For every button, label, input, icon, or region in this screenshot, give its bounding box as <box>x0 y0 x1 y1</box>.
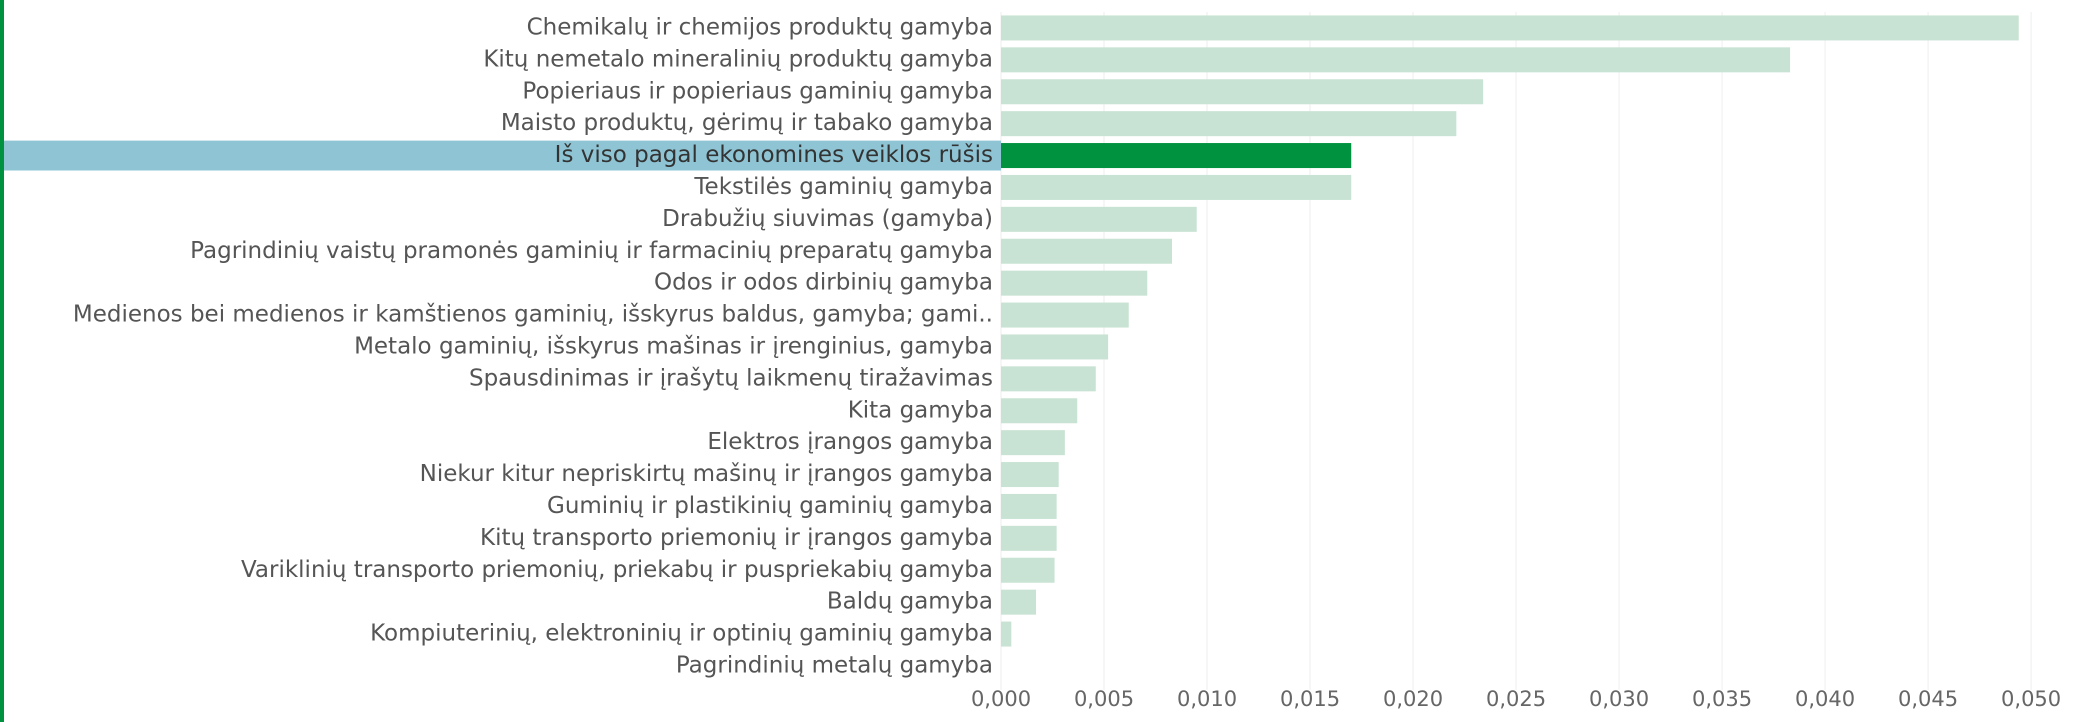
bar <box>1001 47 1791 73</box>
bar <box>1001 270 1148 296</box>
bar <box>1001 334 1109 360</box>
x-tick-label: 0,025 <box>1486 687 1546 711</box>
bar <box>1001 557 1055 583</box>
x-tick-label: 0,020 <box>1383 687 1443 711</box>
bar <box>1001 15 2019 41</box>
y-tick-label: Pagrindinių metalų gamyba <box>676 652 993 678</box>
bar <box>1001 398 1078 424</box>
bar <box>1001 589 1037 615</box>
x-tick-label: 0,035 <box>1692 687 1752 711</box>
bar <box>1001 238 1172 264</box>
x-tick-label: 0,005 <box>1074 687 1134 711</box>
y-tick-label: Baldų gamyba <box>827 589 993 615</box>
y-tick-label: Odos ir odos dirbinių gamyba <box>654 270 993 296</box>
bar <box>1001 430 1065 456</box>
x-tick-label: 0,050 <box>2001 687 2061 711</box>
left-border <box>0 0 4 722</box>
y-tick-label: Variklinių transporto priemonių, priekab… <box>241 557 993 583</box>
y-tick-label: Pagrindinių vaistų pramonės gaminių ir f… <box>190 238 993 264</box>
bar <box>1001 206 1197 232</box>
y-tick-label: Elektros įrangos gamyba <box>707 429 993 455</box>
bar <box>1001 462 1059 488</box>
x-tick-label: 0,010 <box>1177 687 1237 711</box>
x-tick-label: 0,015 <box>1280 687 1340 711</box>
bar <box>1001 143 1352 169</box>
y-tick-label: Tekstilės gaminių gamyba <box>693 174 993 200</box>
y-tick-label: Popieriaus ir popieriaus gaminių gamyba <box>522 78 993 104</box>
y-tick-label: Metalo gaminių, išskyrus mašinas ir įren… <box>354 333 993 359</box>
bar <box>1001 621 1012 647</box>
y-tick-label: Maisto produktų, gėrimų ir tabako gamyba <box>501 110 993 136</box>
bar <box>1001 79 1484 105</box>
x-tick-label: 0,045 <box>1898 687 1958 711</box>
bar <box>1001 111 1457 137</box>
x-tick-label: 0,030 <box>1589 687 1649 711</box>
y-tick-label: Niekur kitur nepriskirtų mašinų ir įrang… <box>420 461 993 487</box>
y-tick-label: Chemikalų ir chemijos produktų gamyba <box>527 14 993 40</box>
x-tick-label: 0,000 <box>971 687 1031 711</box>
y-tick-label: Guminių ir plastikinių gaminių gamyba <box>547 493 993 519</box>
y-tick-label: Kitų transporto priemonių ir įrangos gam… <box>480 525 993 551</box>
x-tick-label: 0,040 <box>1795 687 1855 711</box>
bar <box>1001 174 1352 200</box>
y-tick-label: Spausdinimas ir įrašytų laikmenų tiražav… <box>469 365 993 391</box>
y-tick-label: Kompiuterinių, elektroninių ir optinių g… <box>370 621 993 647</box>
y-tick-label: Medienos bei medienos ir kamštienos gami… <box>73 302 993 328</box>
bar <box>1001 493 1057 519</box>
y-tick-label: Kitų nemetalo mineralinių produktų gamyb… <box>483 46 993 72</box>
bar <box>1001 525 1057 551</box>
y-tick-label: Iš viso pagal ekonomines veiklos rūšis <box>555 142 993 168</box>
y-tick-label: Kita gamyba <box>848 397 993 423</box>
y-tick-label: Drabužių siuvimas (gamyba) <box>662 206 993 232</box>
label-highlight <box>4 140 1001 171</box>
bar <box>1001 366 1096 392</box>
bar <box>1001 302 1129 328</box>
